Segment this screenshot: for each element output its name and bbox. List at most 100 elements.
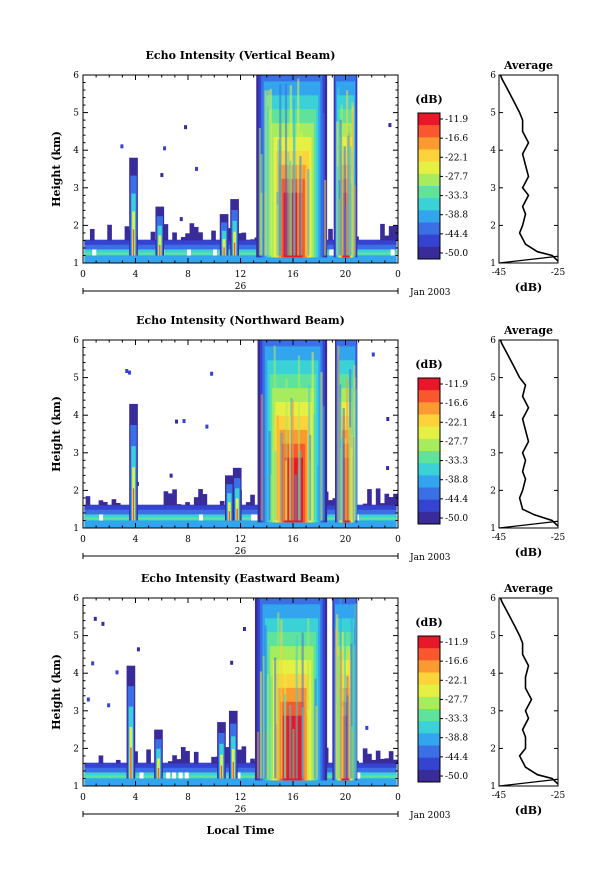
echo-streak xyxy=(269,88,272,256)
echo-speckle xyxy=(101,621,105,626)
x-tick-label: 8 xyxy=(185,535,191,545)
echo-speckle xyxy=(210,371,214,376)
x-tick-label: 4 xyxy=(133,793,139,803)
x-tick-label: 8 xyxy=(185,793,191,803)
echo-patch xyxy=(193,497,199,506)
echo-streak xyxy=(311,352,314,521)
y-tick-label: 6 xyxy=(73,594,79,604)
profile-y-tick-label: 2 xyxy=(490,221,496,231)
colorbar-swatch xyxy=(418,672,440,686)
echo-streak xyxy=(320,372,323,521)
echo-speckle xyxy=(179,217,183,222)
colorbar-level: -22.1 xyxy=(445,676,468,686)
echo-speckle xyxy=(182,419,186,424)
colorbar-swatch xyxy=(418,161,440,175)
echo-streak xyxy=(287,151,290,256)
y-tick-label: 2 xyxy=(73,221,79,231)
colorbar-level: -50.0 xyxy=(445,514,468,524)
echo-patch xyxy=(185,233,190,241)
x-tick-label: 0 xyxy=(80,793,86,803)
echo-streak xyxy=(292,728,295,779)
colorbar-level: -16.6 xyxy=(445,134,468,144)
echo-speckle xyxy=(115,670,119,675)
echo-streak xyxy=(293,116,296,256)
profile-y-tick-label: 4 xyxy=(490,669,496,679)
colorbar-level: -27.7 xyxy=(445,695,468,705)
echo-streak xyxy=(308,461,311,521)
panel-title: Echo Intensity (Eastward Beam) xyxy=(141,572,340,585)
profile-y-tick-label: 3 xyxy=(490,707,496,717)
echo-streak xyxy=(354,389,357,521)
data-gap xyxy=(171,772,176,779)
data-gap xyxy=(166,772,171,779)
echo-patch xyxy=(245,502,251,506)
echo-streak xyxy=(291,400,295,521)
echo-patch xyxy=(98,500,104,506)
profile-y-tick-label: 6 xyxy=(490,594,496,604)
profile-title: Average xyxy=(503,324,553,337)
echo-speckle xyxy=(125,369,129,374)
echo-streak xyxy=(266,106,269,256)
echo-patch xyxy=(180,237,186,241)
data-gap xyxy=(198,514,203,521)
profile-title: Average xyxy=(503,582,553,595)
colorbar-unit: (dB) xyxy=(415,616,442,629)
profile-line xyxy=(499,339,559,527)
colorbar-level: -33.3 xyxy=(445,192,468,202)
profile-x-tick-label: -25 xyxy=(551,533,566,543)
colorbar-swatch xyxy=(418,186,440,199)
y-tick-label: 6 xyxy=(73,71,79,81)
echo-patch xyxy=(150,231,156,241)
x-tick-label: 16 xyxy=(287,535,299,545)
echo-layer xyxy=(84,762,397,768)
echo-patch xyxy=(167,761,173,764)
echo-streak xyxy=(260,394,263,521)
colorbar-swatch xyxy=(418,648,440,661)
echo-feature xyxy=(132,488,135,521)
colorbar-swatch xyxy=(418,246,440,260)
echo-feature xyxy=(220,765,223,779)
colorbar-swatch xyxy=(418,709,440,722)
echo-streak xyxy=(283,429,286,521)
echo-patch xyxy=(393,493,398,506)
profile-frame xyxy=(498,74,559,264)
echo-patch xyxy=(237,749,242,764)
echo-patch xyxy=(388,497,394,506)
colorbar-swatch xyxy=(418,137,440,150)
echo-streak xyxy=(322,406,325,521)
echo-streak xyxy=(337,345,340,521)
x-tick-label: 0 xyxy=(80,270,86,280)
data-gap xyxy=(139,772,144,779)
y-tick-label: 1 xyxy=(73,259,79,269)
echo-speckle xyxy=(107,703,111,708)
echo-patch xyxy=(115,502,121,506)
echo-streak xyxy=(301,707,304,779)
colorbar-swatch xyxy=(418,696,440,710)
echo-streak xyxy=(346,695,349,779)
echo-streak xyxy=(301,632,304,779)
profile-y-tick-label: 1 xyxy=(490,782,496,792)
profile-x-tick-label: -45 xyxy=(492,268,507,278)
profile-y-tick-label: 5 xyxy=(490,374,496,384)
colorbar-swatch xyxy=(418,451,440,464)
echo-streak xyxy=(317,465,320,521)
colorbar-swatch xyxy=(418,660,440,673)
date-label: 26 xyxy=(235,805,247,815)
colorbar-swatch xyxy=(418,210,440,223)
echo-streak xyxy=(353,364,356,521)
echo-streak xyxy=(349,427,352,521)
colorbar-swatch xyxy=(418,125,440,138)
colorbar-level: -27.7 xyxy=(445,172,468,182)
colorbar-level: -33.3 xyxy=(445,715,468,725)
colorbar-level: -38.8 xyxy=(445,734,468,744)
y-axis-label: Height (km) xyxy=(50,131,63,207)
colorbar-swatch xyxy=(418,198,440,211)
echo-patch xyxy=(189,223,195,241)
echo-streak xyxy=(351,102,354,256)
echo-streak xyxy=(313,413,316,521)
colorbar-level: -50.0 xyxy=(445,772,468,782)
echo-field xyxy=(84,340,398,528)
echo-patch xyxy=(198,489,203,506)
echo-streak xyxy=(289,160,292,256)
colorbar-level: -44.4 xyxy=(445,753,468,763)
